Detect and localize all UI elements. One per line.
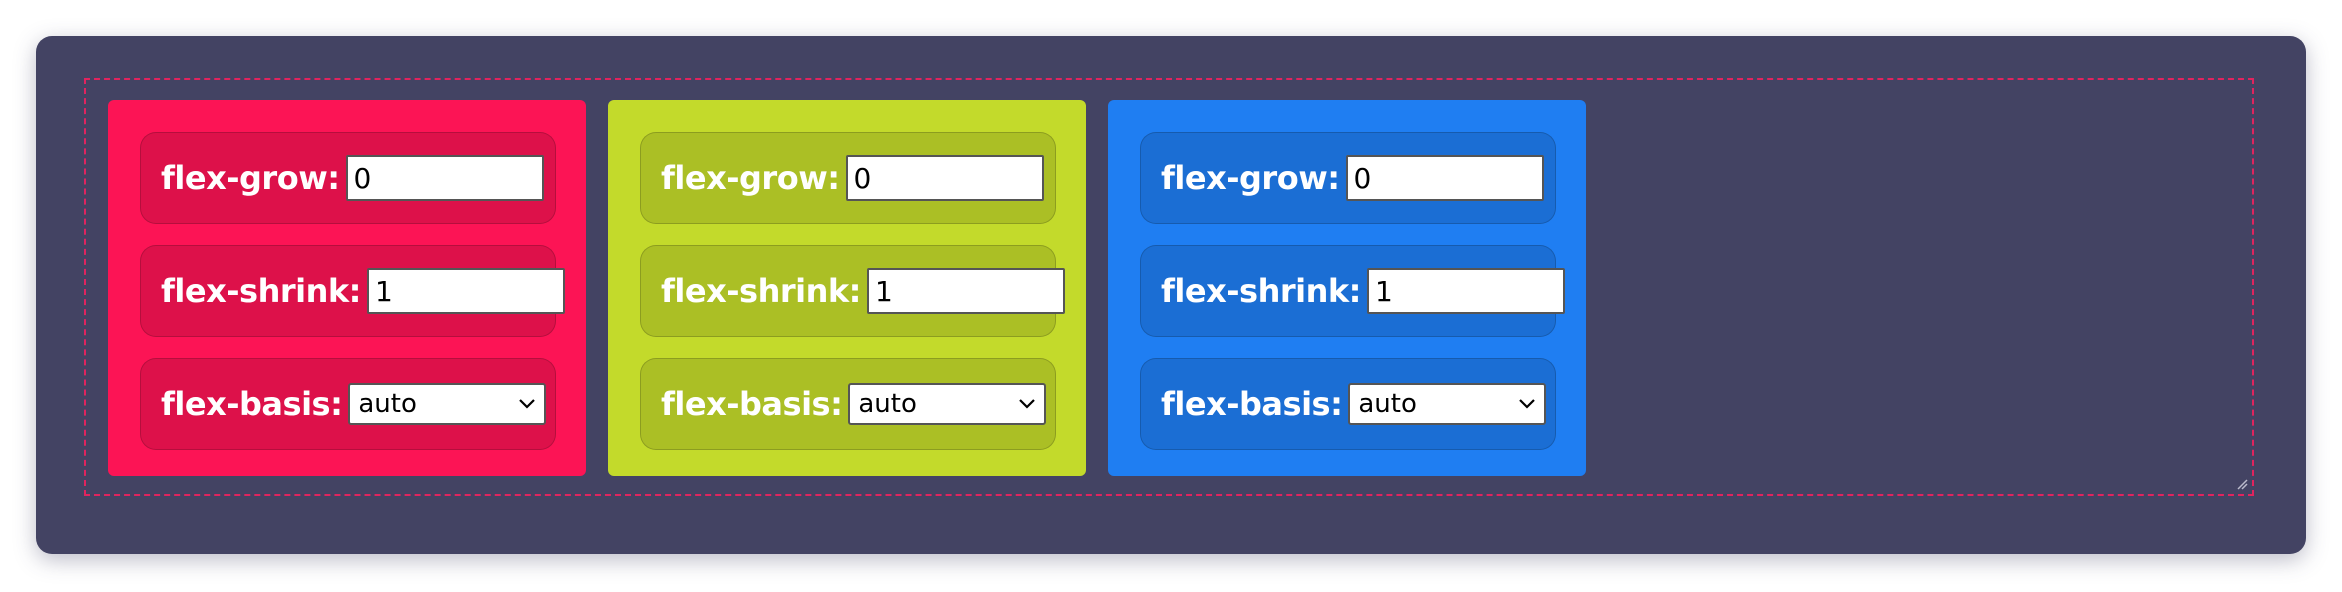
flex-shrink-input[interactable] (1366, 268, 1565, 314)
flex-shrink-row: flex-shrink: (140, 245, 565, 337)
flex-shrink-input[interactable] (366, 268, 565, 314)
flex-grow-row: flex-grow: (640, 132, 1056, 224)
flex-grow-input[interactable] (345, 155, 544, 201)
flex-basis-selected-value: auto (858, 389, 917, 419)
flex-basis-select[interactable]: auto (348, 383, 547, 425)
flex-shrink-input[interactable] (866, 268, 1065, 314)
flex-basis-row: flex-basis: auto (140, 358, 556, 450)
flex-shrink-label: flex-shrink: (661, 272, 861, 310)
flex-basis-select[interactable]: auto (848, 383, 1047, 425)
flex-shrink-row: flex-shrink: (1140, 245, 1565, 337)
flex-grow-row: flex-grow: (140, 132, 556, 224)
flex-grow-label: flex-grow: (1161, 159, 1340, 197)
flex-basis-label: flex-basis: (161, 385, 343, 423)
flex-basis-label: flex-basis: (1161, 385, 1343, 423)
resize-grip-icon[interactable] (2236, 478, 2248, 490)
chevron-down-icon (1019, 399, 1036, 409)
flex-item-2: flex-grow: flex-shrink: flex-basis: auto (608, 100, 1086, 476)
flex-container: flex-grow: flex-shrink: flex-basis: auto (84, 78, 2254, 496)
flex-item-3: flex-grow: flex-shrink: flex-basis: auto (1108, 100, 1586, 476)
flex-grow-input[interactable] (845, 155, 1044, 201)
chevron-down-icon (519, 399, 536, 409)
flex-grow-label: flex-grow: (161, 159, 340, 197)
flex-shrink-label: flex-shrink: (161, 272, 361, 310)
flex-basis-selected-value: auto (358, 389, 417, 419)
chevron-down-icon (1519, 399, 1536, 409)
flex-grow-label: flex-grow: (661, 159, 840, 197)
flex-shrink-row: flex-shrink: (640, 245, 1065, 337)
playground-panel: flex-grow: flex-shrink: flex-basis: auto (36, 36, 2306, 554)
flex-grow-row: flex-grow: (1140, 132, 1556, 224)
flex-shrink-label: flex-shrink: (1161, 272, 1361, 310)
flex-item-1: flex-grow: flex-shrink: flex-basis: auto (108, 100, 586, 476)
flex-basis-row: flex-basis: auto (640, 358, 1056, 450)
flex-basis-select[interactable]: auto (1348, 383, 1547, 425)
flex-grow-input[interactable] (1345, 155, 1544, 201)
flex-basis-label: flex-basis: (661, 385, 843, 423)
flex-basis-row: flex-basis: auto (1140, 358, 1556, 450)
flex-basis-selected-value: auto (1358, 389, 1417, 419)
